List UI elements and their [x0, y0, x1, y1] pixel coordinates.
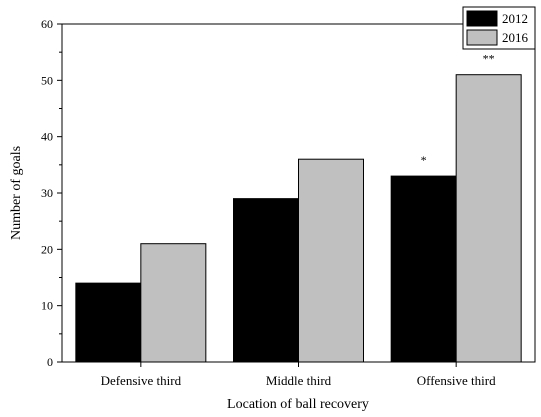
y-tick-label: 40 — [41, 130, 53, 144]
y-tick-label: 30 — [41, 186, 53, 200]
y-tick-label: 0 — [47, 355, 53, 369]
legend-swatch-2016 — [466, 29, 498, 46]
bar-offensive-third-2012 — [390, 175, 457, 363]
y-tick-label: 10 — [41, 299, 53, 313]
x-tick-label-middle-third: Middle third — [266, 373, 332, 388]
legend-label-2016: 2016 — [502, 30, 529, 45]
bar-defensive-third-2016 — [140, 243, 207, 363]
x-axis: Defensive third Middle third Offensive thi… — [101, 362, 496, 388]
bars-group — [75, 74, 522, 363]
legend-swatch-2012 — [466, 10, 498, 27]
annotations-group: *** — [421, 52, 495, 167]
bar-middle-third-2012 — [233, 198, 299, 363]
bar-defensive-third-2012 — [75, 282, 142, 363]
y-tick-label: 50 — [41, 73, 53, 87]
y-axis: 0 10 20 30 40 50 60 — [41, 17, 62, 369]
legend: 2012 2016 — [462, 6, 536, 50]
x-axis-label: Location of ball recovery — [227, 397, 369, 412]
bar-offensive-third-2016 — [455, 74, 522, 363]
significance-marker: * — [421, 153, 427, 167]
y-axis-label: Number of goals — [9, 146, 24, 240]
significance-marker: ** — [483, 52, 495, 66]
bar-middle-third-2016 — [298, 158, 364, 363]
x-tick-label-offensive-third: Offensive third — [417, 373, 496, 388]
x-tick-label-defensive-third: Defensive third — [101, 373, 182, 388]
y-tick-label: 60 — [41, 17, 53, 31]
y-tick-label: 20 — [41, 242, 53, 256]
legend-label-2012: 2012 — [502, 11, 528, 26]
